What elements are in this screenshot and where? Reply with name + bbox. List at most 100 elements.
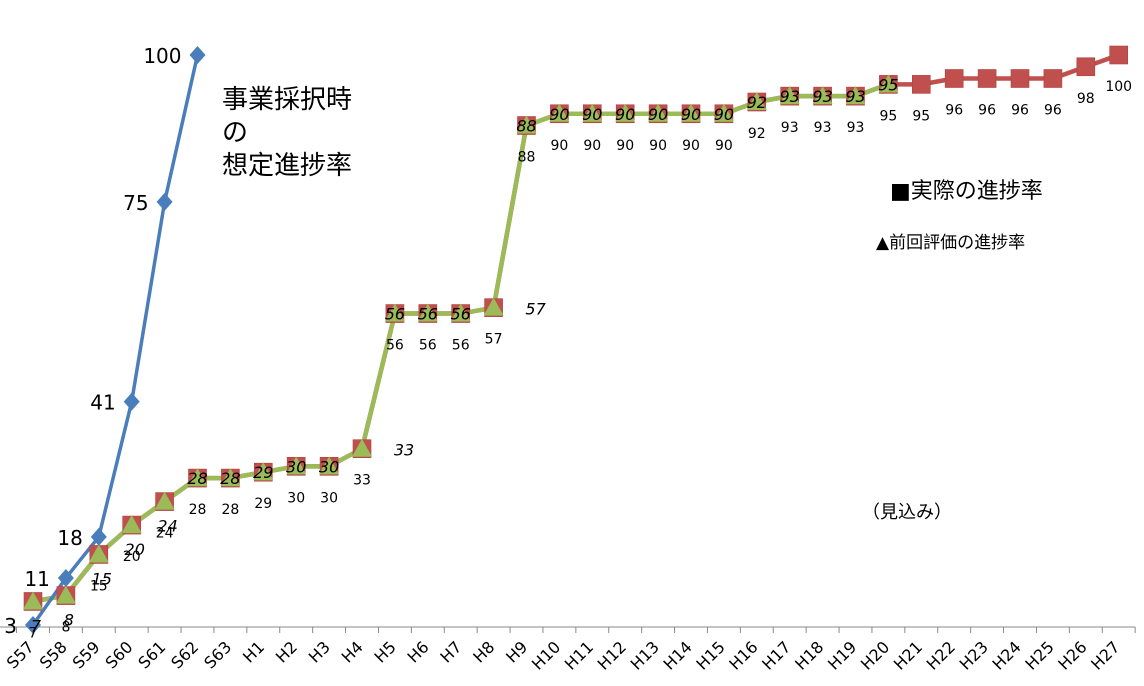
actual-point bbox=[911, 75, 931, 94]
x-tick-label: S62 bbox=[167, 637, 202, 672]
previous-data-label: 33 bbox=[394, 441, 414, 460]
x-tick-label: S60 bbox=[102, 637, 137, 672]
previous-point bbox=[286, 456, 307, 475]
previous-data-label: 29 bbox=[253, 463, 273, 482]
actual-data-label: 96 bbox=[1011, 103, 1029, 119]
actual-data-label: 30 bbox=[287, 490, 305, 506]
previous-point bbox=[713, 103, 734, 122]
actual-data-label: 93 bbox=[781, 120, 799, 136]
previous-point bbox=[483, 297, 504, 316]
actual-data-label: 95 bbox=[912, 108, 930, 124]
x-axis bbox=[0, 626, 1136, 633]
previous-data-label: 90 bbox=[681, 105, 701, 124]
x-tick-label: H16 bbox=[725, 637, 761, 673]
previous-data-label: 93 bbox=[780, 87, 800, 106]
actual-data-label: 88 bbox=[518, 150, 536, 166]
previous-data-label: 28 bbox=[187, 469, 207, 488]
legend-actual: ■実際の進捗率 bbox=[890, 179, 1043, 204]
previous-point bbox=[55, 585, 76, 604]
forecast-note: （見込み） bbox=[862, 502, 952, 523]
previous-data-label: 90 bbox=[582, 105, 602, 124]
x-tick-label: H14 bbox=[659, 637, 695, 673]
previous-point bbox=[516, 115, 537, 134]
x-tick-label: H17 bbox=[758, 637, 794, 673]
actual-data-label: 57 bbox=[485, 332, 503, 348]
actual-data-label: 90 bbox=[550, 138, 568, 154]
planned-data-label: 3 bbox=[4, 614, 17, 638]
previous-data-label: 95 bbox=[878, 75, 898, 94]
actual-data-label: 98 bbox=[1077, 91, 1095, 107]
x-tick-label: H18 bbox=[791, 637, 827, 673]
previous-point bbox=[845, 86, 866, 105]
previous-point bbox=[582, 103, 603, 122]
actual-data-label: 96 bbox=[1044, 103, 1062, 119]
legend-previous: ▲前回評価の進捗率 bbox=[876, 233, 1025, 253]
planned-point bbox=[189, 46, 206, 64]
actual-data-label: 56 bbox=[452, 338, 470, 354]
x-tick-label: H1 bbox=[239, 637, 268, 666]
actual-point bbox=[1043, 69, 1063, 88]
actual-data-label: 29 bbox=[254, 496, 272, 512]
previous-point bbox=[779, 86, 800, 105]
previous-data-label: 56 bbox=[385, 305, 405, 324]
actual-data-label: 93 bbox=[814, 120, 832, 136]
previous-point bbox=[253, 462, 274, 481]
actual-data-label: 28 bbox=[221, 502, 239, 518]
actual-point bbox=[977, 69, 997, 88]
x-tick-label: H12 bbox=[594, 637, 630, 673]
actual-data-label: 28 bbox=[189, 502, 207, 518]
x-tick-label: S63 bbox=[200, 637, 235, 672]
x-tick-label: H26 bbox=[1054, 637, 1090, 673]
planned-label-line-1: 事業採択時 bbox=[222, 85, 352, 115]
planned-point bbox=[90, 527, 107, 546]
previous-data-label: 90 bbox=[714, 105, 734, 124]
x-tick-label: H5 bbox=[371, 637, 400, 666]
actual-point bbox=[1010, 69, 1030, 88]
x-tick-label: H13 bbox=[627, 637, 663, 673]
previous-point bbox=[220, 468, 241, 487]
planned-point bbox=[57, 568, 74, 587]
x-tick-label: H27 bbox=[1087, 637, 1123, 673]
x-tick-label: H11 bbox=[561, 637, 597, 673]
x-tick-label: H10 bbox=[528, 637, 564, 673]
previous-point bbox=[88, 544, 109, 563]
x-tick-label: H21 bbox=[890, 637, 926, 673]
previous-point bbox=[746, 92, 767, 111]
x-tick-label: H24 bbox=[988, 637, 1024, 673]
planned-label-line-2: の bbox=[222, 118, 248, 148]
previous-data-label: 90 bbox=[615, 105, 635, 124]
x-tick-label: S61 bbox=[134, 637, 169, 672]
planned-data-label: 75 bbox=[123, 191, 148, 215]
previous-point bbox=[648, 103, 669, 122]
previous-point bbox=[352, 438, 372, 457]
actual-data-label: 56 bbox=[386, 338, 404, 354]
x-tick-label: H3 bbox=[305, 637, 334, 666]
previous-data-label: 15 bbox=[92, 569, 112, 588]
actual-series-line bbox=[32, 52, 1120, 604]
actual-data-label: 33 bbox=[353, 473, 371, 489]
x-tick-label: H15 bbox=[692, 637, 728, 673]
actual-data-label: 90 bbox=[616, 138, 634, 154]
previous-data-label: 90 bbox=[549, 105, 569, 124]
x-tick-label: H6 bbox=[403, 637, 432, 666]
previous-data-label: 56 bbox=[418, 305, 438, 324]
previous-point bbox=[878, 74, 899, 93]
actual-data-label: 90 bbox=[682, 138, 700, 154]
planned-data-label: 100 bbox=[143, 44, 181, 68]
actual-data-label: 7 bbox=[29, 625, 38, 641]
actual-data-label: 96 bbox=[978, 103, 996, 119]
x-tick-label: S58 bbox=[36, 637, 71, 672]
actual-data-label: 8 bbox=[61, 620, 70, 636]
x-tick-label: H9 bbox=[502, 637, 531, 666]
planned-label-line-3: 想定進捗率 bbox=[222, 151, 352, 181]
actual-data-label: 15 bbox=[90, 578, 108, 594]
previous-data-label: 24 bbox=[157, 517, 177, 536]
actual-data-label: 92 bbox=[748, 126, 766, 142]
actual-point bbox=[1109, 45, 1128, 65]
actual-data-label: 93 bbox=[847, 120, 865, 136]
planned-data-label: 41 bbox=[90, 391, 115, 415]
x-tick-label: S57 bbox=[3, 637, 38, 672]
actual-data-label: 90 bbox=[715, 138, 733, 154]
previous-data-label: 90 bbox=[648, 105, 668, 124]
